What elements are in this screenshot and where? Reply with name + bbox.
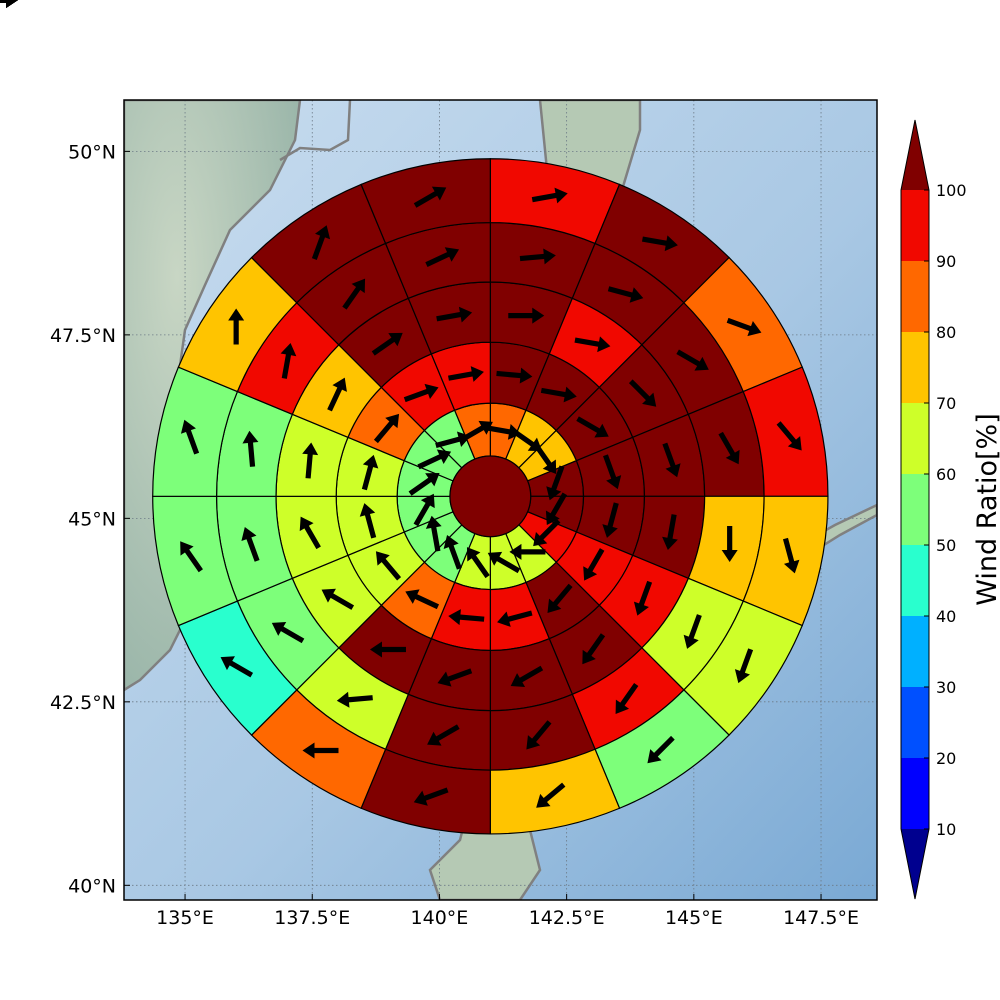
colorbar-swatch-4 — [901, 474, 929, 545]
colorbar-swatch-3 — [901, 545, 929, 616]
x-tick-label-0: 135°E — [156, 907, 214, 929]
center-cell — [450, 456, 531, 537]
y-tick-label-0: 40°N — [68, 875, 116, 897]
colorbar-tick-label-9: 100 — [936, 181, 967, 200]
x-tick-label-4: 145°E — [665, 907, 723, 929]
colorbar-swatch-5 — [901, 403, 929, 474]
colorbar-tick-label-8: 90 — [936, 252, 956, 271]
y-tick-label-4: 50°N — [68, 141, 116, 163]
colorbar-tick-label-1: 20 — [936, 749, 956, 768]
colorbar-tick-label-0: 10 — [936, 820, 956, 839]
x-tick-label-5: 147.5°E — [783, 907, 859, 929]
wind-ratio-sectors — [153, 159, 828, 834]
colorbar-swatch-6 — [901, 332, 929, 403]
y-tick-label-3: 47.5°N — [50, 325, 116, 347]
colorbar-label: Wind Ratio[%] — [972, 413, 1000, 605]
wind-arrow-r6-s16 — [0, 0, 18, 8]
colorbar-tick-label-3: 40 — [936, 607, 956, 626]
colorbar-tick-label-4: 50 — [936, 536, 956, 555]
colorbar-tick-label-7: 80 — [936, 323, 956, 342]
colorbar-under-tip — [901, 829, 929, 899]
y-tick-label-2: 45°N — [68, 508, 116, 530]
colorbar-tick-label-5: 60 — [936, 465, 956, 484]
x-tick-label-2: 140°E — [411, 907, 469, 929]
colorbar-swatch-2 — [901, 616, 929, 687]
colorbar-tick-label-2: 30 — [936, 678, 956, 697]
colorbar-over-tip — [901, 120, 929, 190]
x-tick-label-3: 142.5°E — [529, 907, 605, 929]
colorbar-tick-label-6: 70 — [936, 394, 956, 413]
x-tick-label-1: 137.5°E — [274, 907, 350, 929]
colorbar-swatch-1 — [901, 687, 929, 758]
y-tick-label-1: 42.5°N — [50, 692, 116, 714]
colorbar-swatch-0 — [901, 758, 929, 829]
colorbar: 10 20 30 40 50 60 70 80 90 100 Wind Ratio[%] — [901, 120, 1000, 899]
colorbar-swatch-7 — [901, 261, 929, 332]
colorbar-swatch-8 — [901, 190, 929, 261]
